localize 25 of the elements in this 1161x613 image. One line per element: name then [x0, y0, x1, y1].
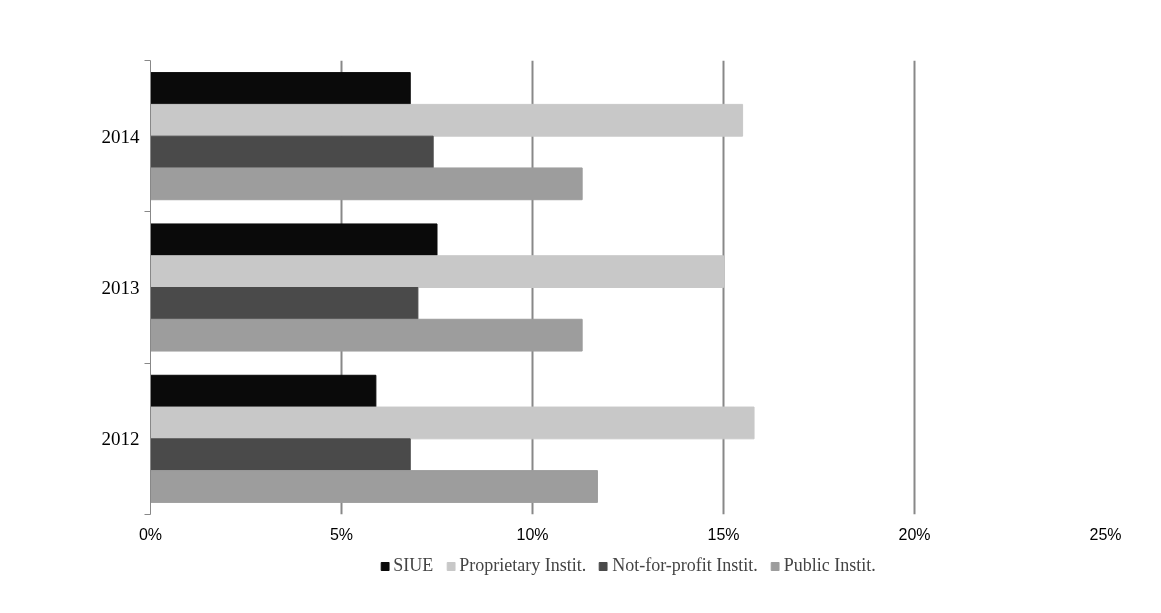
- legend-label: Proprietary Instit.: [459, 555, 587, 576]
- bar: [150, 287, 419, 320]
- x-tick-label: 5%: [329, 525, 354, 543]
- x-tick-label: 10%: [516, 525, 549, 543]
- legend-label: SIUE: [393, 555, 434, 576]
- bar: [150, 223, 438, 257]
- legend-label: Public Instit.: [783, 555, 876, 576]
- bar: [150, 167, 583, 201]
- x-tick-label: 15%: [707, 525, 740, 543]
- legend-label: Not-for-profit Instit.: [612, 555, 758, 576]
- bar: [150, 470, 598, 503]
- bar: [150, 438, 411, 472]
- bar: [150, 406, 755, 440]
- bar: [150, 374, 377, 408]
- y-tick-label: 2013: [101, 277, 140, 298]
- y-tick-label: 2012: [101, 428, 140, 450]
- bar: [150, 135, 434, 169]
- bar: [150, 103, 744, 137]
- y-tick-label: 2014: [101, 125, 140, 147]
- bar: [150, 255, 724, 288]
- x-tick-label: 25%: [1089, 525, 1122, 543]
- x-tick-label: 20%: [898, 525, 931, 543]
- bar: [150, 318, 583, 352]
- x-tick-label: 0%: [138, 525, 163, 543]
- bar: [150, 72, 411, 105]
